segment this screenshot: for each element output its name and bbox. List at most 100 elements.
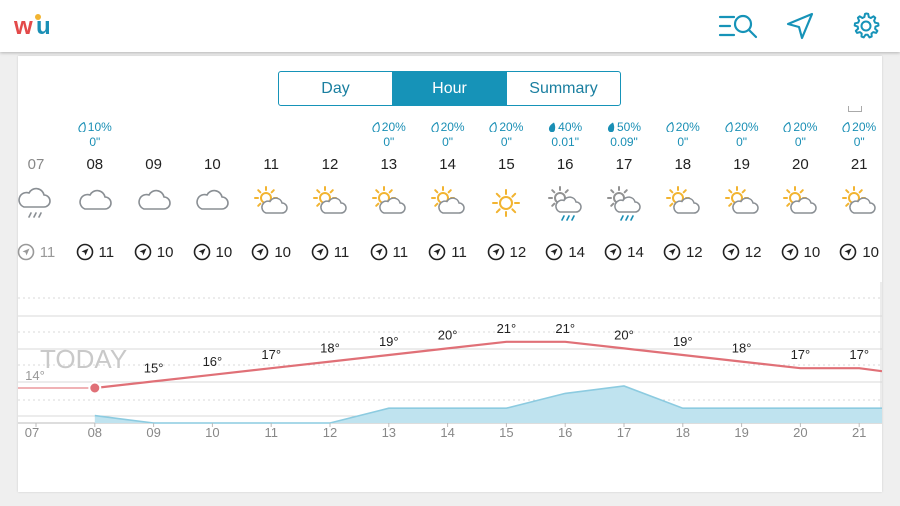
- x-tick-label: 21: [852, 425, 866, 440]
- hour-label: 08: [86, 156, 104, 173]
- cloud-icon: [79, 189, 112, 210]
- tab-day[interactable]: Day: [279, 72, 393, 105]
- x-tick-label: 07: [25, 425, 39, 440]
- hour-label: 18: [674, 156, 692, 173]
- precip-chance: 20%: [713, 120, 771, 135]
- temp-label: 16°: [203, 354, 223, 369]
- temp-label: 21°: [555, 321, 575, 336]
- today-label: TODAY: [40, 344, 127, 374]
- wind-speed: 12: [654, 240, 712, 264]
- wind-speed: 10: [183, 240, 241, 264]
- wind-direction-icon: [76, 243, 93, 261]
- precip-info: 20% 0": [713, 120, 771, 154]
- wind-speed: 10: [242, 240, 300, 264]
- wind-speed-value: 14: [568, 243, 586, 261]
- hour-label: 12: [321, 156, 339, 173]
- hour-label: 16: [556, 156, 574, 173]
- hour-label: 20: [792, 156, 809, 173]
- tab-hour[interactable]: Hour: [393, 72, 507, 105]
- cloud-icon: [196, 189, 230, 210]
- wind-speed-value: 10: [862, 243, 880, 261]
- collapse-handle[interactable]: [848, 106, 862, 112]
- wind-speed: 12: [477, 240, 535, 264]
- hour-label: 17: [615, 156, 633, 173]
- precip-amount: 0": [677, 135, 689, 149]
- precip-chance: 20%: [477, 120, 535, 135]
- search-list-button[interactable]: [718, 8, 758, 44]
- precip-info: 40% 0.01": [536, 120, 594, 154]
- wu-logo[interactable]: w u: [14, 12, 60, 40]
- x-tick-label: 10: [205, 425, 219, 440]
- partly-cloudy-rain-icon: [548, 186, 582, 221]
- hour-column: 20% 0" 13 11: [360, 120, 418, 264]
- partly-cloudy-rain-icon: [607, 186, 641, 221]
- search-list-icon: [718, 14, 758, 39]
- wind-speed: 10: [830, 240, 888, 264]
- precip-amount: 0": [442, 135, 454, 149]
- current-time-marker: [88, 381, 102, 395]
- partly-cloudy-icon: [371, 186, 406, 214]
- precip-chance: 10%: [66, 120, 124, 135]
- location-button[interactable]: [780, 8, 820, 44]
- x-tick-label: 09: [146, 425, 160, 440]
- precip-amount: 0": [736, 135, 748, 149]
- wind-direction-icon: [428, 243, 446, 261]
- x-tick-label: 08: [88, 425, 102, 440]
- partly-cloudy-icon: [783, 186, 818, 214]
- x-tick-label: 20: [793, 425, 807, 440]
- hour-label: 10: [204, 156, 221, 173]
- settings-button[interactable]: [846, 8, 886, 44]
- precip-amount: 0.01": [551, 135, 579, 149]
- precip-chance: 50%: [595, 120, 653, 135]
- partly-cloudy-icon: [724, 186, 759, 214]
- precip-chance: 20%: [654, 120, 712, 135]
- wind-speed-value: 10: [803, 243, 821, 261]
- wind-speed: 11: [360, 240, 418, 264]
- wind-speed-value: 11: [392, 243, 409, 261]
- temp-label: 20°: [438, 327, 458, 342]
- precip-info: [301, 120, 359, 154]
- hour-label: 11: [263, 156, 279, 173]
- precip-amount: 0": [794, 135, 806, 149]
- app-header: w u: [0, 0, 900, 52]
- hour-column: 20% 0" 14 11: [419, 120, 477, 264]
- x-tick-label: 12: [323, 425, 337, 440]
- settings-gear-icon: [853, 12, 880, 39]
- precip-info: 20% 0": [360, 120, 418, 154]
- x-tick-label: 14: [440, 425, 454, 440]
- temp-label: 17°: [261, 347, 281, 362]
- precip-chance: 20%: [360, 120, 418, 135]
- precip-info: 10% 0": [66, 120, 124, 154]
- precip-chance: 20%: [830, 120, 888, 135]
- wind-speed-value: 11: [333, 243, 350, 261]
- temp-line: [94, 340, 882, 390]
- precip-info: [242, 120, 300, 154]
- hour-column: 40% 0.01" 16 14: [536, 120, 594, 264]
- precip-info: 20% 0": [477, 120, 535, 154]
- tab-summary[interactable]: Summary: [529, 79, 598, 97]
- cloud-drizzle-icon: [18, 187, 51, 218]
- wind-direction-icon: [370, 243, 387, 261]
- wind-speed-value: 11: [98, 243, 115, 261]
- x-tick-label: 18: [676, 425, 690, 440]
- location-arrow-icon: [786, 12, 814, 40]
- wind-speed-value: 14: [627, 243, 644, 261]
- x-tick-label: 17: [617, 425, 631, 440]
- partly-cloudy-icon: [842, 186, 876, 214]
- temp-label: 15°: [144, 360, 164, 375]
- hour-column: 10% 0" 08 11: [66, 120, 124, 264]
- precip-chance: 20%: [419, 120, 477, 135]
- hour-label: 21: [850, 156, 868, 173]
- hour-column: 20% 0" 15 12: [477, 120, 535, 264]
- hour-column: 10 10: [183, 120, 241, 264]
- sun-icon: [492, 189, 521, 217]
- wind-speed-value: 11: [39, 243, 56, 261]
- view-tabs: Day Hour Summary: [278, 71, 621, 106]
- hour-column: 50% 0.09" 17 14: [595, 120, 653, 264]
- x-tick-label: 19: [734, 425, 748, 440]
- partly-cloudy-icon: [430, 186, 465, 214]
- wind-direction-icon: [663, 243, 681, 261]
- hour-column: 20% 0" 19 12: [713, 120, 771, 264]
- wind-speed: 11: [66, 240, 124, 264]
- x-tick-label: 13: [382, 425, 396, 440]
